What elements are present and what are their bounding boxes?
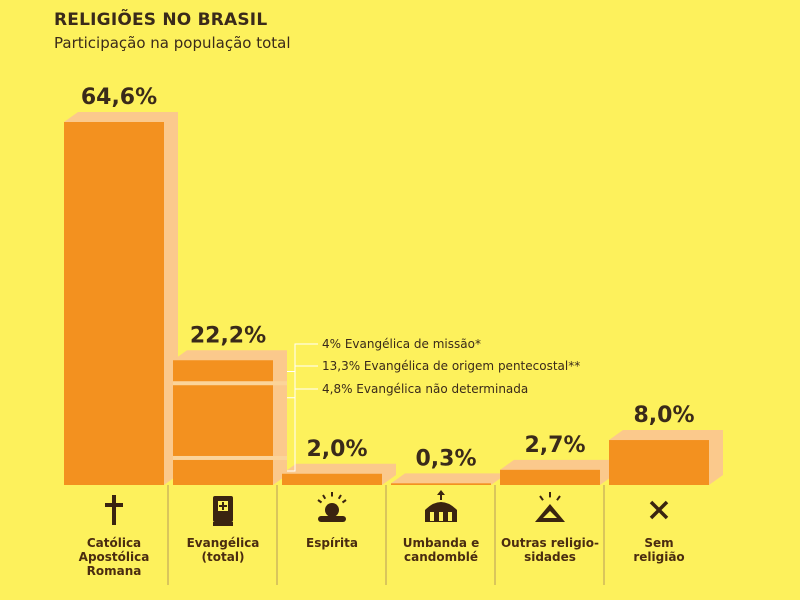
value-label: 2,7% <box>524 433 585 458</box>
value-label: 0,3% <box>415 446 476 471</box>
category-label: Romana <box>87 564 142 578</box>
category-label: Apostólica <box>79 550 150 564</box>
bar <box>64 122 164 485</box>
category-label: candomblé <box>404 550 478 564</box>
radiant-triangle-icon <box>535 492 565 522</box>
category-label: Evangélica <box>187 536 260 550</box>
annotation-leader <box>287 343 318 372</box>
category-label: Sem <box>644 536 673 550</box>
category-label: Outras religio- <box>501 536 599 550</box>
segment-divider <box>173 455 287 460</box>
chart-subtitle: Participação na população total <box>54 34 291 52</box>
bar <box>282 473 382 485</box>
bar <box>391 483 491 485</box>
bar <box>500 469 600 485</box>
annotation-leader <box>287 365 318 399</box>
segment-divider <box>173 381 287 386</box>
breakdown-annotation: 4,8% Evangélica não determinada <box>322 382 528 396</box>
annotation-leader <box>287 388 318 472</box>
bar <box>609 440 709 485</box>
x-icon <box>649 500 669 520</box>
category-label: religião <box>633 550 684 564</box>
value-label: 22,2% <box>190 323 266 348</box>
breakdown-annotation: 13,3% Evangélica de origem pentecostal** <box>322 359 580 373</box>
value-label: 2,0% <box>306 437 367 462</box>
bible-icon <box>213 496 233 526</box>
value-label: 8,0% <box>633 403 694 428</box>
cross-icon <box>105 495 123 525</box>
bar <box>173 360 273 485</box>
category-label: Católica <box>87 536 141 550</box>
category-label: sidades <box>524 550 576 564</box>
temple-icon <box>425 490 457 522</box>
radiant-figure-icon <box>317 492 347 522</box>
category-label: Umbanda e <box>403 536 479 550</box>
bar-shadow <box>391 473 505 485</box>
category-label: Espírita <box>306 536 358 550</box>
chart-title: RELIGIÕES NO BRASIL <box>54 10 268 30</box>
breakdown-annotation: 4% Evangélica de missão* <box>322 337 481 351</box>
category-label: (total) <box>202 550 245 564</box>
value-label: 64,6% <box>81 85 157 110</box>
